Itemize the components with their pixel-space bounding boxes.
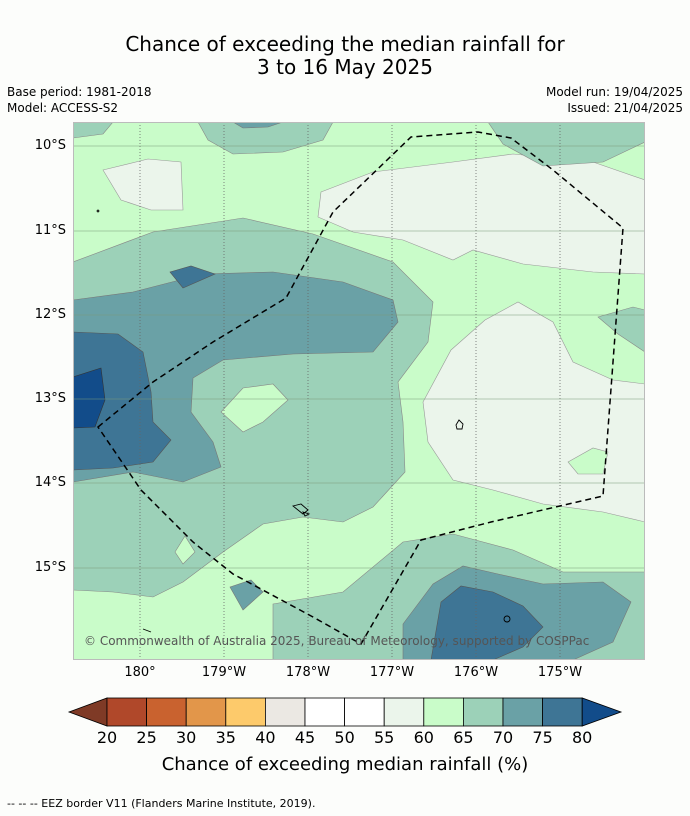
lat-label-15s: 15°S — [34, 560, 66, 575]
band-75-80-west — [73, 331, 172, 471]
model-name: Model: ACCESS-S2 — [7, 101, 119, 115]
colorbar-title: Chance of exceeding median rainfall (%) — [161, 754, 529, 775]
band-60-65-west-patch — [174, 535, 196, 565]
colorbar-bin-20-25 — [106, 697, 147, 727]
lon-label-175w: 175°W — [537, 665, 583, 680]
lat-label-11s: 11°S — [34, 223, 66, 238]
colorbar-bin-35-40 — [225, 697, 266, 727]
latitude-gridlines — [73, 145, 645, 569]
lon-label-176w: 176°W — [453, 665, 499, 680]
lat-label-14s: 14°S — [34, 475, 66, 490]
colorbar-bin-70-75 — [502, 697, 543, 727]
lon-label-180: 180° — [124, 665, 156, 680]
colorbar-bin-60-65 — [423, 697, 464, 727]
colorbar-bin-25-30 — [146, 697, 187, 727]
band-70-75-southwest-patch — [229, 579, 264, 611]
band-60-65-centre-patch — [220, 383, 289, 433]
colorbar-tick-label: 30 — [176, 728, 197, 747]
eez-legend-note: -- -- -- EEZ border V11 (Flanders Marine… — [7, 797, 316, 810]
map-copyright: © Commonwealth of Australia 2025, Bureau… — [84, 634, 590, 648]
map-border — [73, 122, 645, 660]
lon-label-177w: 177°W — [369, 665, 415, 680]
colorbar-bin-65-70 — [462, 697, 504, 727]
colorbar-tick-label: 20 — [96, 728, 118, 747]
band-above-80 — [73, 367, 106, 429]
colorbar-tick-label: 50 — [334, 728, 355, 747]
band-55-60-northeast — [317, 153, 645, 275]
map-canvas — [73, 122, 645, 660]
colorbar-tick-label: 80 — [572, 728, 593, 747]
lon-label-179w: 179°W — [201, 665, 247, 680]
rainfall-map: © Commonwealth of Australia 2025, Bureau… — [73, 122, 645, 660]
map-title-line-2: 3 to 16 May 2025 — [257, 55, 433, 79]
colorbar-tick-label: 70 — [492, 728, 514, 747]
issued-date: Issued: 21/04/2025 — [567, 101, 683, 115]
colorbar-tick-label: 35 — [215, 728, 236, 747]
colorbar-tick-label: 25 — [136, 728, 157, 747]
lat-label-10s: 10°S — [34, 138, 66, 153]
eez-border — [96, 131, 624, 646]
colorbar-tick-label: 45 — [294, 728, 316, 747]
colorbar-bin-75-80 — [542, 697, 583, 727]
lat-label-12s: 12°S — [34, 307, 66, 322]
band-75-80-south — [430, 585, 544, 660]
lat-label-13s: 13°S — [34, 391, 66, 406]
base-period: Base period: 1981-2018 — [7, 85, 152, 99]
colorbar-tick-label: 55 — [374, 728, 395, 747]
colorbar-extend-low — [67, 697, 108, 727]
colorbar-tick-label: 65 — [453, 728, 474, 747]
band-65-70-top-left — [73, 122, 114, 139]
band-65-70-northeast-corner — [487, 122, 645, 167]
band-70-75-north — [232, 122, 284, 129]
model-run: Model run: 19/04/2025 — [545, 85, 683, 99]
colorbar-tick-label: 40 — [255, 728, 276, 747]
colorbar-extend-high — [581, 697, 623, 727]
colorbar-bin-55-60 — [383, 697, 425, 727]
colorbar-bin-40-45 — [264, 697, 306, 727]
island-outlines — [96, 209, 511, 633]
colorbar — [67, 697, 623, 727]
colorbar-tick-label: 60 — [413, 728, 434, 747]
map-title-line-1: Chance of exceeding the median rainfall … — [125, 32, 565, 56]
colorbar-bin-50-55 — [344, 697, 385, 727]
colorbar-bin-45-50 — [304, 697, 345, 727]
band-75-80-small — [169, 265, 216, 289]
lon-label-178w: 178°W — [285, 665, 331, 680]
colorbar-bin-30-35 — [185, 697, 227, 727]
band-55-60-northwest — [102, 158, 184, 211]
colorbar-tick-label: 75 — [532, 728, 553, 747]
